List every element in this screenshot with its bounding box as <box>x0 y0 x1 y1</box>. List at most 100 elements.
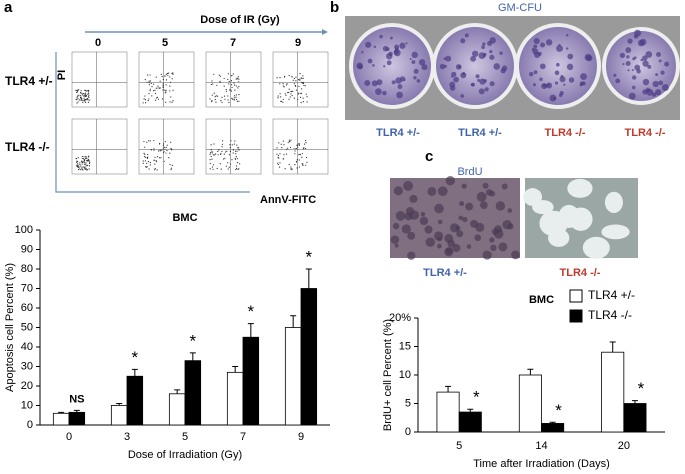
event-dot <box>300 81 303 83</box>
event-dot <box>291 76 293 78</box>
event-dot <box>142 102 144 104</box>
bar <box>68 411 86 426</box>
event-dot <box>170 141 172 143</box>
event-dot <box>304 139 307 142</box>
event-dot <box>151 86 153 88</box>
y-tick-label: 0 <box>27 419 33 431</box>
event-dot <box>234 89 236 91</box>
event-dot <box>232 73 234 75</box>
event-dot <box>306 101 308 103</box>
colony <box>449 81 456 88</box>
event-dot <box>86 157 88 160</box>
event-dot <box>148 140 150 142</box>
event-dot <box>231 144 233 146</box>
event-dot <box>154 163 156 165</box>
event-dot <box>83 156 85 158</box>
event-dot <box>210 83 212 86</box>
event-dot <box>288 74 290 77</box>
colony <box>489 54 495 60</box>
event-dot <box>79 165 81 167</box>
event-dot <box>302 82 305 85</box>
colony <box>371 80 378 87</box>
event-dot <box>88 168 90 170</box>
cell <box>427 187 437 196</box>
event-dot <box>288 140 290 143</box>
bar <box>284 327 302 426</box>
event-dot <box>167 74 169 76</box>
colony <box>483 52 487 56</box>
cell <box>456 230 464 238</box>
event-dot <box>225 165 227 167</box>
event-dot <box>238 85 240 88</box>
dose-label: 0 <box>95 37 101 49</box>
event-dot <box>305 142 307 144</box>
event-dot <box>210 144 212 146</box>
event-dot <box>163 150 165 153</box>
event-dot <box>154 168 156 170</box>
event-dot <box>233 97 235 99</box>
x-tick-label: 14 <box>535 440 547 452</box>
colony <box>356 62 363 69</box>
colony <box>584 53 592 61</box>
event-dot <box>290 91 293 93</box>
y-tick-label: 15 <box>399 340 411 352</box>
event-dot <box>172 72 174 74</box>
event-dot <box>171 78 173 80</box>
colony <box>533 70 538 75</box>
event-dot <box>233 84 236 86</box>
event-dot <box>234 150 237 152</box>
colony <box>628 92 636 100</box>
event-dot <box>282 83 284 85</box>
error-bar <box>247 323 254 338</box>
event-dot <box>209 159 211 161</box>
colony <box>399 42 406 49</box>
event-dot <box>155 97 158 99</box>
event-dot <box>298 85 300 88</box>
event-dot <box>297 144 299 146</box>
event-dot <box>285 94 287 96</box>
event-dot <box>143 152 145 154</box>
event-dot <box>172 73 174 75</box>
event-dot <box>171 72 173 75</box>
event-dot <box>301 152 304 155</box>
event-dot <box>147 160 150 163</box>
event-dot <box>294 150 296 152</box>
event-dot <box>235 168 237 171</box>
event-dot <box>163 160 165 163</box>
cell <box>485 189 493 196</box>
cell <box>480 201 488 209</box>
cell <box>495 201 506 211</box>
cell <box>437 236 443 242</box>
event-dot <box>146 81 148 83</box>
event-dot <box>156 156 159 158</box>
event-dot <box>304 85 306 87</box>
flow-axes <box>55 52 250 193</box>
event-dot <box>83 166 85 168</box>
colony <box>560 74 564 78</box>
event-dot <box>302 77 304 79</box>
event-dot <box>88 92 90 95</box>
cell <box>452 244 461 253</box>
colony <box>453 76 459 83</box>
significance-label: * <box>248 302 255 321</box>
event-dot <box>298 144 300 146</box>
colony <box>367 58 373 64</box>
colony <box>640 58 644 62</box>
event-dot <box>172 100 174 102</box>
event-dot <box>217 150 219 153</box>
event-dot <box>169 163 171 166</box>
event-dot <box>298 153 300 156</box>
event-dot <box>280 100 282 103</box>
event-dot <box>292 90 294 92</box>
event-dot <box>221 143 224 145</box>
event-dot <box>279 76 281 79</box>
event-dot <box>154 156 156 158</box>
colony <box>627 69 630 72</box>
cell <box>444 234 454 243</box>
event-dot <box>223 158 225 160</box>
event-dot <box>230 80 232 82</box>
event-dot <box>154 99 157 101</box>
event-dot <box>221 146 223 148</box>
colony <box>532 48 539 55</box>
event-dot <box>291 94 293 97</box>
